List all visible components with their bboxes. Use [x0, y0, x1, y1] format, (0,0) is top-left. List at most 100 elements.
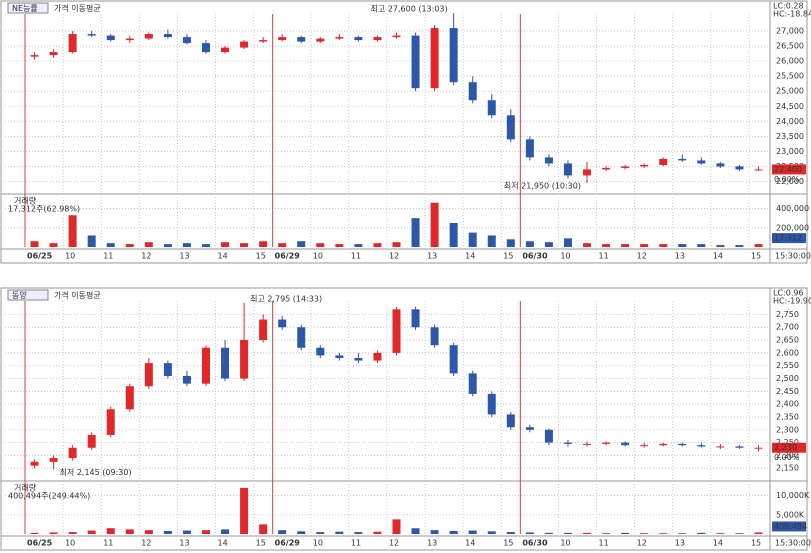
volume-bar — [678, 244, 687, 247]
volume-bar — [30, 241, 39, 247]
candle-body — [125, 386, 134, 410]
candle-body — [506, 414, 515, 428]
candle-body — [201, 347, 210, 384]
candle-body — [354, 358, 363, 361]
candle-body — [87, 434, 96, 448]
y-tick-label: 2,550 — [776, 361, 799, 370]
x-tick-label: 11 — [599, 539, 609, 548]
volume-bar — [182, 243, 191, 247]
volume-bar — [316, 532, 325, 534]
y-tick-label: 2,150 — [776, 464, 799, 473]
x-tick-label: 10 — [313, 252, 323, 261]
candle-body — [30, 55, 39, 57]
x-tick-label: 06/25 — [27, 539, 53, 548]
extreme-label: 최저 21,950 (10:30) — [504, 180, 581, 190]
volume-bar — [259, 524, 268, 534]
candle-body — [544, 429, 553, 443]
candle-body — [354, 37, 363, 41]
x-tick-label: 14 — [218, 252, 228, 261]
volume-bar — [144, 242, 153, 247]
y-tick-label: 22,000 — [776, 177, 804, 186]
candle-body — [201, 43, 210, 53]
x-tick-label: 12 — [141, 539, 151, 548]
candle-body — [583, 169, 592, 176]
candle-body — [754, 169, 763, 171]
volume-bar — [602, 244, 611, 247]
volume-bar — [735, 245, 744, 247]
candle-body — [430, 327, 439, 346]
volume-label: 거래량 — [14, 483, 37, 493]
x-tick-label: 11 — [351, 539, 361, 548]
candle-body — [163, 34, 172, 38]
volume-bar — [640, 533, 649, 534]
x-tick-label: 10 — [65, 539, 75, 548]
volume-bar — [716, 245, 725, 247]
y-tick-label: 26,000 — [776, 57, 804, 66]
candle-body — [563, 442, 572, 444]
x-tick-label: 11 — [351, 252, 361, 261]
volume-bar — [449, 530, 458, 534]
volume-bar — [240, 487, 249, 534]
candle-body — [278, 319, 287, 328]
candle-body — [754, 447, 763, 449]
candle-body — [678, 443, 687, 446]
candle-body — [392, 35, 401, 38]
volume-bar — [221, 529, 230, 534]
candle-body — [468, 82, 477, 101]
volume-tick-label: 200,000 — [776, 223, 809, 232]
change-label: 0.00% — [774, 175, 800, 184]
y-tick-label: 27,000 — [776, 27, 804, 36]
volume-tag-box — [772, 233, 806, 244]
candle-body — [487, 393, 496, 415]
x-tick-label: 06/30 — [522, 252, 548, 261]
x-tick-label: 06/30 — [522, 539, 548, 548]
candle-body — [430, 28, 439, 89]
volume-bar — [373, 243, 382, 247]
volume-bar — [354, 244, 363, 247]
volume-bar — [525, 241, 534, 247]
volume-bar — [106, 243, 115, 247]
y-tick-label: 2,200 — [776, 451, 799, 460]
x-tick-label: 11 — [103, 252, 113, 261]
candle-body — [240, 340, 249, 379]
price-tag-box — [772, 442, 806, 453]
candle-body — [297, 37, 306, 42]
candle-body — [68, 447, 77, 458]
volume-bar — [278, 530, 287, 534]
y-tick-label: 26,500 — [776, 42, 804, 51]
volume-bar — [49, 243, 58, 247]
volume-bar — [182, 530, 191, 534]
volume-bar — [430, 530, 439, 534]
x-tick-label: 14 — [713, 539, 723, 548]
volume-bar — [163, 530, 172, 534]
candle-body — [144, 363, 153, 387]
x-tick-label: 12 — [637, 252, 647, 261]
volume-bar — [240, 243, 249, 247]
volume-bar — [125, 244, 134, 247]
lc-label: LC:0.96 — [773, 289, 804, 298]
candle-body — [563, 163, 572, 176]
x-tick-label: 12 — [141, 252, 151, 261]
candle-body — [106, 35, 115, 41]
volume-bar — [583, 532, 592, 534]
candle-body — [449, 28, 458, 83]
candle-body — [87, 34, 96, 36]
volume-tick-label: 10,000K — [776, 491, 810, 500]
x-tick-label: 12 — [389, 539, 399, 548]
x-tick-label: 13 — [179, 252, 189, 261]
lc-label: LC:0.28 — [773, 2, 804, 11]
candle-body — [373, 352, 382, 361]
x-tick-label: 10 — [313, 539, 323, 548]
candle-body — [297, 327, 306, 348]
candle-body — [602, 167, 611, 170]
candle-body — [240, 41, 249, 48]
x-tick-label: 14 — [465, 252, 475, 261]
time-label: 15:30:00 — [775, 539, 811, 548]
volume-bar — [125, 529, 134, 534]
volume-bar — [506, 239, 515, 247]
x-tick-label: 15 — [256, 252, 266, 261]
volume-bar — [487, 531, 496, 534]
volume-bar — [30, 532, 39, 534]
volume-bar — [335, 531, 344, 534]
